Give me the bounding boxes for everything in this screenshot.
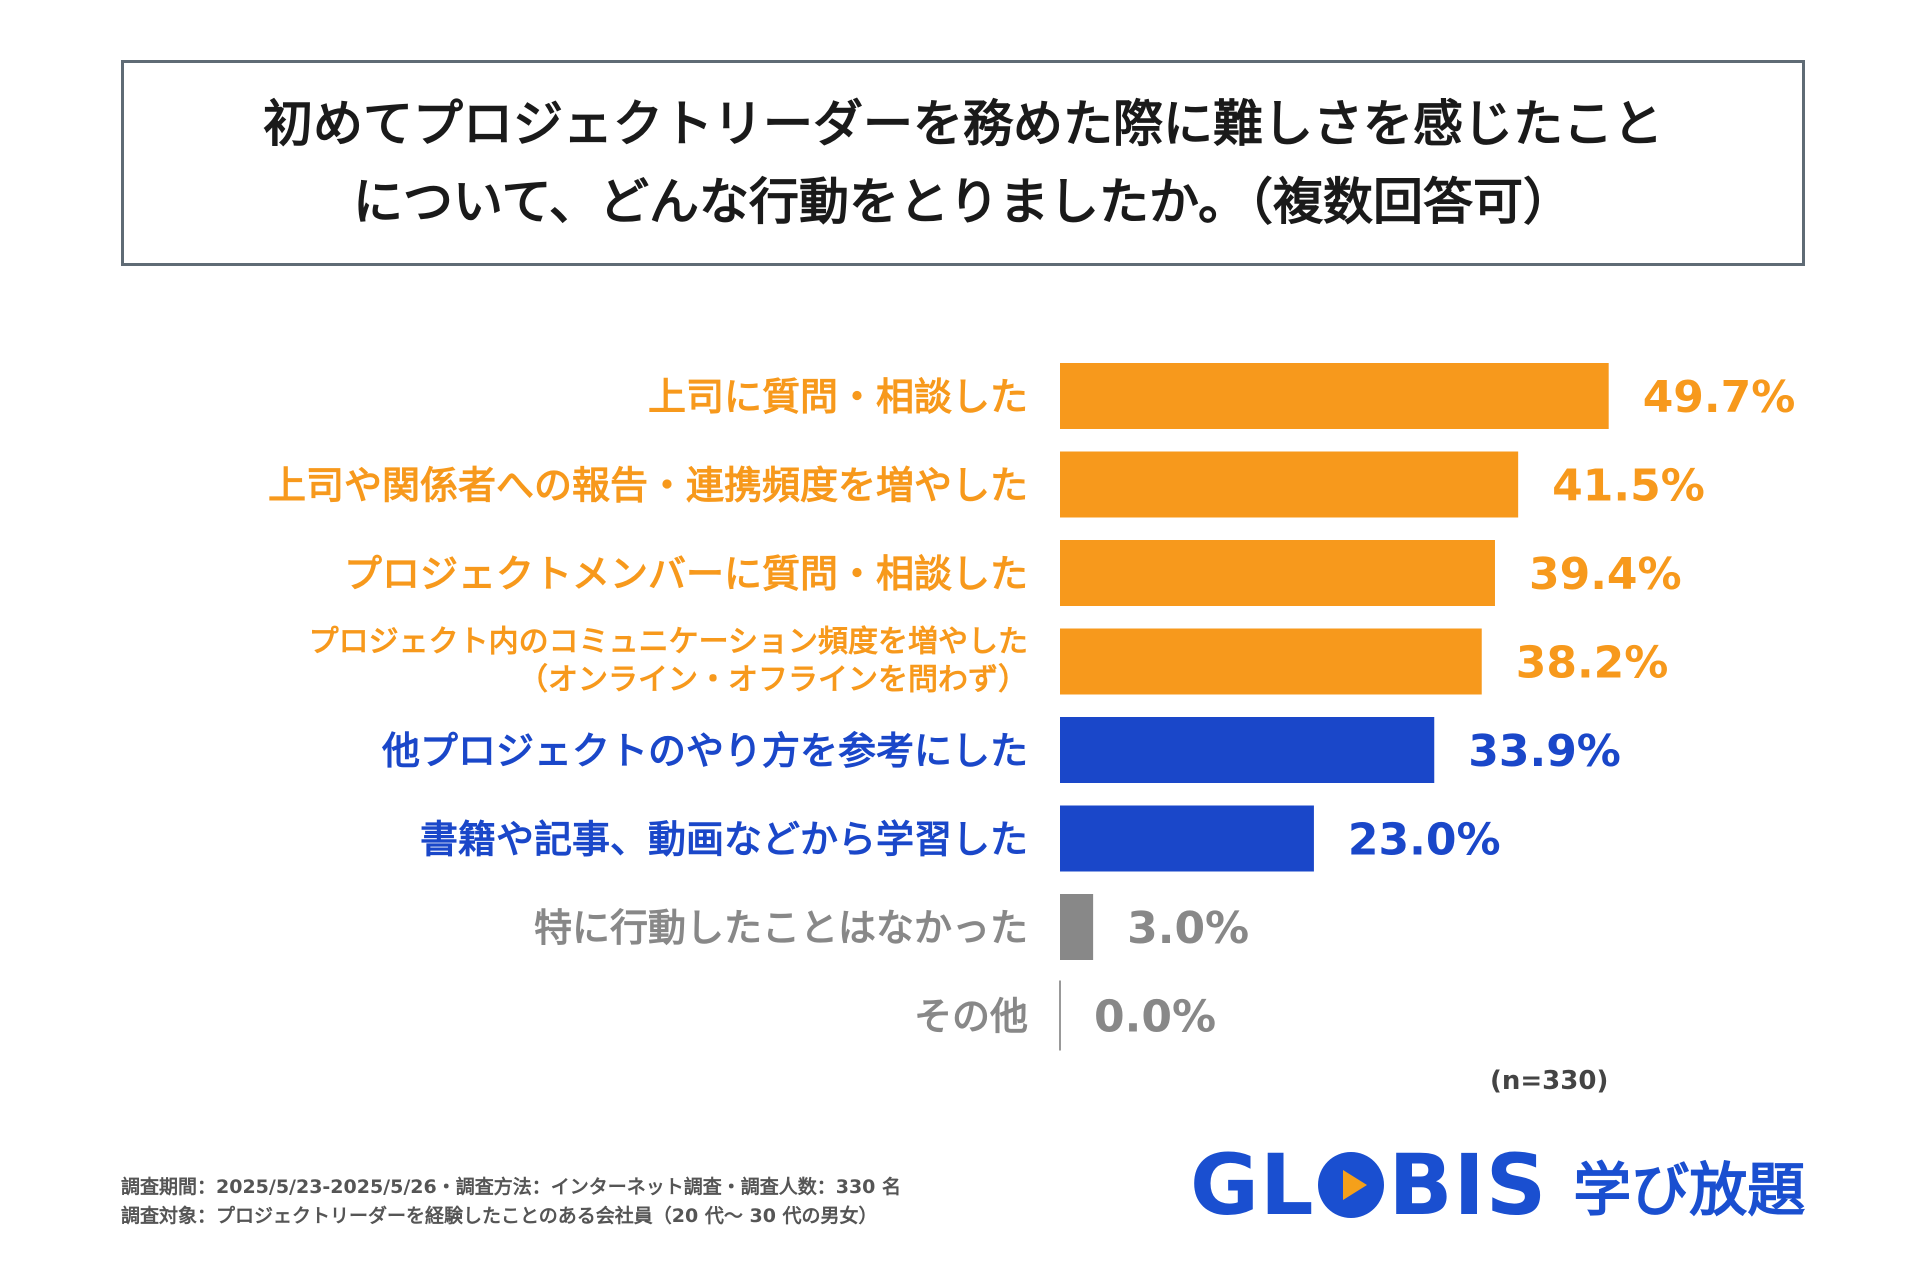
category-label-0: 上司に質問・相談した [648,375,1028,419]
logo-wordmark: GL BIS [1190,1136,1547,1234]
category-label-4: 他プロジェクトのやり方を参考にした [381,729,1028,773]
footnotes: 調査期間：2025/5/23-2025/5/26・調査方法：インターネット調査・… [121,1173,901,1231]
value-label-6: 3.0% [1127,903,1249,954]
bar-1 [1060,451,1519,518]
category-label-7: その他 [914,995,1028,1039]
bar-4 [1060,717,1435,783]
sample-size-note: (n=330) [1490,1066,1609,1096]
bar-0 [1060,363,1609,429]
value-label-5: 23.0% [1348,815,1501,866]
value-label-2: 39.4% [1529,549,1682,600]
category-label-3-line-1: （オンライン・オフラインを問わず） [518,663,1028,698]
value-label-7: 0.0% [1094,992,1216,1043]
logo-word-before: GL [1190,1136,1315,1234]
bar-3 [1060,628,1482,695]
category-label-6: 特に行動したことはなかった [534,906,1028,950]
title-box: 初めてプロジェクトリーダーを務めた際に難しさを感じたこと について、どんな行動を… [121,60,1805,266]
logo-subtitle: 学び放題 [1573,1156,1806,1224]
category-label-2: プロジェクトメンバーに質問・相談した [344,552,1028,596]
category-label-3-line-0: プロジェクト内のコミュニケーション頻度を増やした [309,625,1028,660]
play-icon [1318,1152,1385,1218]
bar-6 [1060,894,1094,960]
title-line-1: 初めてプロジェクトリーダーを務めた際に難しさを感じたこと [263,95,1663,153]
value-label-0: 49.7% [1643,372,1796,423]
bar-2 [1060,540,1495,606]
globis-logo: GL BIS 学び放題 [1190,1136,1806,1234]
value-label-1: 41.5% [1552,461,1705,512]
value-label-3: 38.2% [1516,638,1669,689]
footnote-period: 調査期間：2025/5/23-2025/5/26・調査方法：インターネット調査・… [121,1176,902,1198]
bar-5 [1060,805,1314,872]
value-label-4: 33.9% [1468,726,1621,777]
logo-word-after: BIS [1388,1136,1548,1234]
title-line-2: について、どんな行動をとりましたか。（複数回答可） [353,173,1573,231]
category-label-5: 書籍や記事、動画などから学習した [420,818,1028,862]
category-label-1: 上司や関係者への報告・連携頻度を増やした [268,464,1028,508]
footnote-target: 調査対象：プロジェクトリーダーを経験したことのある会社員（20 代～ 30 代の… [121,1205,878,1227]
